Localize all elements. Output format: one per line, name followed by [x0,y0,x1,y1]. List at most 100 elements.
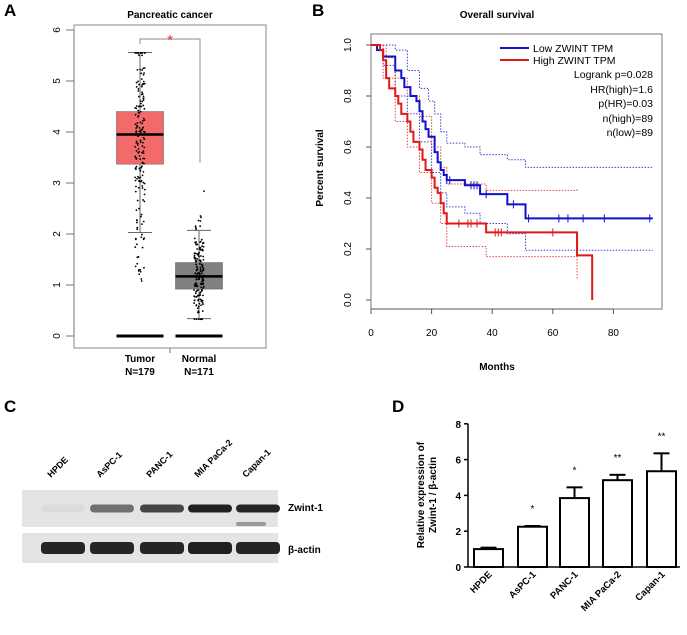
data-point [137,186,140,189]
data-point [143,162,145,165]
data-point [202,283,205,286]
data-point [197,299,199,302]
x-tick-label: 80 [608,328,620,339]
annotation-p-hr: p(HR)=0.03 [598,98,653,110]
data-point [201,264,204,267]
data-point [198,259,201,261]
data-point [138,207,140,210]
y-tick-label: 4 [455,491,461,502]
data-point [141,246,144,249]
significance-star: * [167,32,173,49]
data-point [137,80,139,83]
data-point [135,86,138,88]
blot-row-label-actin: β-actin [288,545,321,556]
data-point [142,220,145,223]
data-point [197,253,200,255]
data-point [141,84,143,86]
lane-label: PANC-1 [144,449,174,479]
survival-panel: Overall survival Months Percent survival… [315,10,663,373]
data-point [140,78,143,80]
data-point [143,119,146,122]
data-point [139,68,142,71]
data-point [195,278,198,281]
data-point [200,300,203,303]
x-tick-label: 60 [547,328,559,339]
category-label: PANC-1 [548,569,581,602]
data-point [142,141,144,144]
data-point [135,105,138,107]
western-blot-panel: Zwint-1 β-actin HPDE AsPC-1 PANC-1 MIA PaCa… [22,438,323,563]
y-tick-label: 0.4 [343,191,354,205]
significance-mark: * [531,504,535,515]
data-point [202,258,205,261]
y-tick-label: 3 [52,180,63,186]
data-point [199,266,202,269]
data-point [201,280,203,283]
data-point [134,265,137,268]
data-point [134,52,137,54]
data-point [193,237,196,240]
ci-lower-1 [371,44,578,280]
data-point [195,228,198,230]
data-point [139,270,142,273]
significance-mark: * [573,465,577,476]
data-point [194,260,197,263]
data-point [199,241,202,244]
data-point [137,105,140,108]
blot-band [41,542,85,554]
data-point [137,89,140,92]
ci-upper-0 [371,44,653,168]
significance-mark: ** [658,431,666,442]
data-point [193,275,195,278]
data-point [136,219,138,222]
data-point [135,165,138,168]
group-label-tumor: Tumor [125,354,155,365]
data-point [135,209,138,212]
data-point [135,156,137,159]
y-tick-label: 5 [52,78,63,84]
blot-band [236,504,280,513]
x-tick-label: 40 [487,328,499,339]
data-point [140,236,143,239]
data-point [139,121,141,124]
data-point [142,104,145,107]
data-point [142,95,145,98]
data-point [134,179,137,182]
data-point [196,307,199,310]
category-label: Capan-1 [633,569,668,604]
data-point [139,129,142,132]
data-point [143,146,146,149]
y-tick-label: 6 [52,27,63,33]
blot-band [90,542,134,554]
data-point [144,52,146,54]
data-point [193,318,196,321]
data-point [195,275,198,277]
blot-band [140,542,184,554]
data-point [140,215,142,218]
data-point [142,238,145,241]
data-point [195,295,198,298]
survival-curve-low [371,44,653,220]
data-point [137,87,140,90]
y-tick-label: 2 [52,231,63,237]
bar [517,525,548,568]
data-point [140,280,143,282]
data-point [138,150,141,153]
data-point [138,83,141,86]
data-point [141,122,143,125]
blot-row-label-zwint: Zwint-1 [288,503,323,514]
data-point [199,248,202,251]
data-point [197,305,200,308]
data-point [199,260,202,263]
data-point [135,81,138,84]
data-point [140,93,143,96]
data-point [202,267,205,270]
y-tick-label: 1.0 [343,38,354,52]
data-point [193,289,195,291]
data-point [198,255,200,258]
data-point [134,246,137,248]
data-point [139,176,142,179]
data-point [198,302,201,305]
data-point [142,199,144,201]
data-point [203,190,205,193]
